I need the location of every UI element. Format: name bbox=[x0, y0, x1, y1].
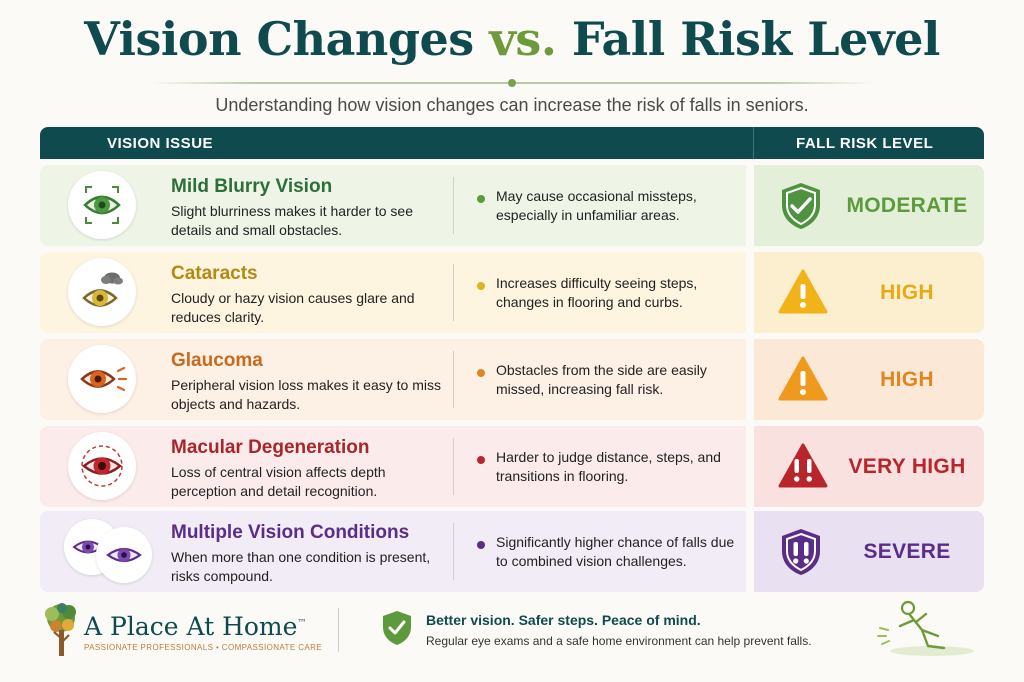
bullet-dot bbox=[477, 369, 485, 377]
table-row-cataracts: Cataracts Cloudy or hazy vision causes g… bbox=[40, 252, 984, 333]
shield-alert-icon bbox=[782, 529, 820, 575]
row-info-cell: Mild Blurry Vision Slight blurriness mak… bbox=[40, 165, 746, 246]
table-header: VISION ISSUE FALL RISK LEVEL bbox=[40, 127, 984, 159]
row-title: Macular Degeneration bbox=[171, 437, 370, 458]
multiple-eyes-icon bbox=[96, 527, 152, 583]
trademark-symbol: ™ bbox=[297, 618, 307, 629]
shield-check-icon bbox=[383, 611, 411, 645]
risk-label: VERY HIGH bbox=[848, 455, 966, 478]
page-subtitle: Understanding how vision changes can inc… bbox=[215, 95, 809, 115]
row-info-cell: Multiple Vision Conditions When more tha… bbox=[40, 511, 746, 592]
title-vs: vs. bbox=[489, 12, 557, 66]
row-title: Glaucoma bbox=[171, 350, 263, 371]
bullet-dot bbox=[477, 541, 485, 549]
risk-cell: MODERATE bbox=[754, 165, 984, 246]
row-divider bbox=[453, 438, 454, 495]
tree-logo-icon bbox=[45, 603, 76, 656]
cloudy-eye-icon bbox=[68, 258, 136, 326]
falling-person-icon bbox=[877, 600, 974, 656]
blurry-eye-icon bbox=[68, 171, 136, 239]
row-description: Cloudy or hazy vision causes glare and r… bbox=[171, 290, 415, 325]
row-info-cell: Glaucoma Peripheral vision loss makes it… bbox=[40, 339, 746, 420]
shield-check-icon bbox=[782, 183, 820, 229]
warning-triangle-icon bbox=[778, 356, 828, 401]
warning-triangle-icon bbox=[778, 269, 828, 314]
title-part-2: Fall Risk Level bbox=[556, 12, 940, 66]
row-impact: Obstacles from the side are easily misse… bbox=[496, 362, 707, 397]
table-row-mild-blurry-vision: Mild Blurry Vision Slight blurriness mak… bbox=[40, 165, 984, 246]
page-title: Vision Changes vs. Fall Risk Level bbox=[0, 12, 1024, 66]
macular-eye-icon bbox=[68, 432, 136, 500]
table-row-macular-degeneration: Macular Degeneration Loss of central vis… bbox=[40, 426, 984, 507]
row-impact: Significantly higher chance of falls due… bbox=[496, 534, 735, 569]
risk-label: MODERATE bbox=[846, 194, 968, 217]
row-impact: Harder to judge distance, steps, and tra… bbox=[496, 449, 721, 484]
row-description: When more than one condition is present,… bbox=[171, 549, 431, 584]
row-description: Peripheral vision loss makes it easy to … bbox=[171, 377, 441, 412]
row-divider bbox=[453, 264, 454, 321]
risk-cell: HIGH bbox=[754, 339, 984, 420]
title-part-1: Vision Changes bbox=[84, 12, 490, 66]
row-info-cell: Macular Degeneration Loss of central vis… bbox=[40, 426, 746, 507]
risk-label: HIGH bbox=[880, 368, 934, 391]
footer-divider bbox=[338, 608, 339, 652]
risk-label: SEVERE bbox=[863, 540, 951, 563]
danger-triangle-icon bbox=[778, 443, 828, 488]
footer-text: Regular eye exams and a safe home enviro… bbox=[426, 634, 812, 648]
row-impact: Increases difficulty seeing steps, chang… bbox=[496, 275, 698, 310]
row-impact: May cause occasional missteps, especiall… bbox=[496, 188, 697, 223]
table-row-glaucoma: Glaucoma Peripheral vision loss makes it… bbox=[40, 339, 984, 420]
bullet-dot bbox=[477, 195, 485, 203]
row-description: Loss of central vision affects depth per… bbox=[171, 464, 386, 499]
bullet-dot bbox=[477, 456, 485, 464]
brand-tagline: PASSIONATE PROFESSIONALS • COMPASSIONATE… bbox=[84, 643, 323, 652]
row-divider bbox=[453, 177, 454, 234]
risk-cell: HIGH bbox=[754, 252, 984, 333]
table-row-multiple-vision-conditions: Multiple Vision Conditions When more tha… bbox=[40, 511, 984, 592]
row-title: Multiple Vision Conditions bbox=[171, 522, 410, 543]
column-header-fall-risk: FALL RISK LEVEL bbox=[796, 135, 934, 152]
brand-name: A Place At Home™ bbox=[84, 612, 307, 641]
risk-cell: VERY HIGH bbox=[754, 426, 984, 507]
footer-headline: Better vision. Safer steps. Peace of min… bbox=[426, 612, 701, 628]
column-header-divider bbox=[753, 127, 754, 159]
row-info-cell: Cataracts Cloudy or hazy vision causes g… bbox=[40, 252, 746, 333]
risk-cell: SEVERE bbox=[754, 511, 984, 592]
row-description: Slight blurriness makes it harder to see… bbox=[171, 203, 413, 238]
column-header-vision-issue: VISION ISSUE bbox=[107, 135, 214, 152]
row-divider bbox=[453, 523, 454, 580]
row-divider bbox=[453, 351, 454, 408]
peripheral-eye-icon bbox=[68, 345, 136, 413]
row-title: Cataracts bbox=[171, 263, 258, 284]
title-divider-dot bbox=[508, 79, 516, 87]
bullet-dot bbox=[477, 282, 485, 290]
risk-label: HIGH bbox=[880, 281, 934, 304]
row-title: Mild Blurry Vision bbox=[171, 176, 333, 197]
